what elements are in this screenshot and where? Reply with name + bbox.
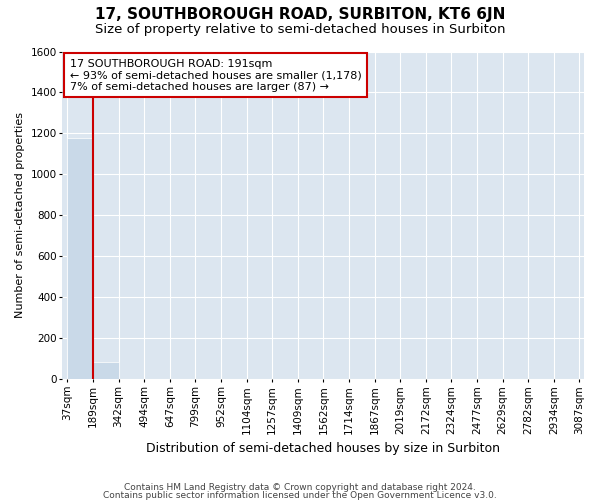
Y-axis label: Number of semi-detached properties: Number of semi-detached properties [15,112,25,318]
Bar [93,362,119,380]
Text: Contains public sector information licensed under the Open Government Licence v3: Contains public sector information licen… [103,491,497,500]
Text: Size of property relative to semi-detached houses in Surbiton: Size of property relative to semi-detach… [95,22,505,36]
Text: Contains HM Land Registry data © Crown copyright and database right 2024.: Contains HM Land Registry data © Crown c… [124,484,476,492]
Text: 17 SOUTHBOROUGH ROAD: 191sqm
← 93% of semi-detached houses are smaller (1,178)
7: 17 SOUTHBOROUGH ROAD: 191sqm ← 93% of se… [70,58,362,92]
X-axis label: Distribution of semi-detached houses by size in Surbiton: Distribution of semi-detached houses by … [146,442,500,455]
Text: 17, SOUTHBOROUGH ROAD, SURBITON, KT6 6JN: 17, SOUTHBOROUGH ROAD, SURBITON, KT6 6JN [95,8,505,22]
Bar [67,138,93,380]
